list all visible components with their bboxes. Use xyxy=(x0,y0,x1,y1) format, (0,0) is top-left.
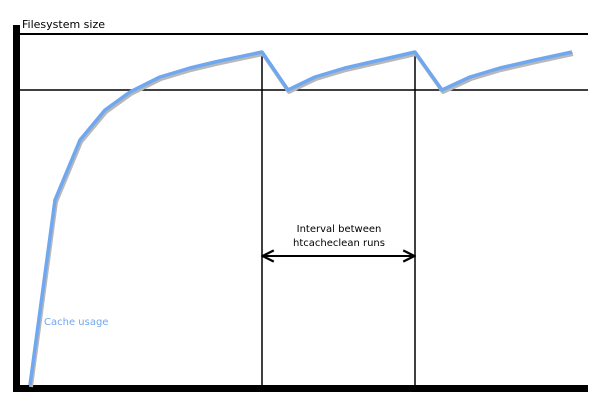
x-axis xyxy=(13,385,588,392)
interval-label-line1: Interval between xyxy=(297,224,382,235)
cache-usage-shadow xyxy=(29,52,574,388)
y-axis-label: Filesystem size xyxy=(22,18,105,31)
cache-usage-label: Cache usage xyxy=(44,317,108,328)
cache-usage-line xyxy=(28,50,573,386)
y-axis xyxy=(13,25,20,392)
interval-label-line2: htcacheclean runs xyxy=(293,238,385,249)
